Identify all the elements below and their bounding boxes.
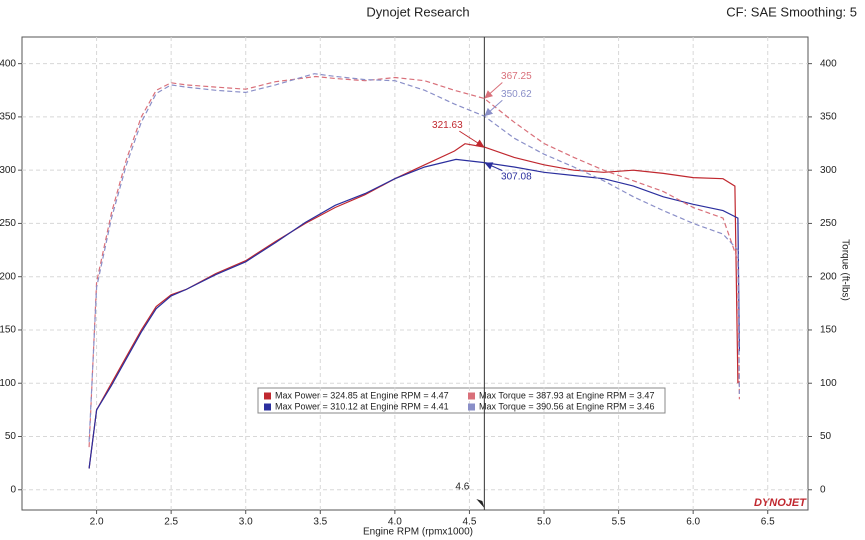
annotation-arrow bbox=[484, 90, 494, 99]
y-tick-label: 250 bbox=[0, 218, 16, 229]
x-tick-label: 5.5 bbox=[612, 517, 626, 528]
x-tick-label: 4.0 bbox=[388, 517, 402, 528]
legend-box bbox=[257, 387, 666, 414]
y-tick-label: 50 bbox=[5, 431, 17, 442]
annotation-arrow bbox=[484, 162, 494, 170]
annotation-arrow bbox=[475, 139, 485, 148]
y-tick-label: 200 bbox=[0, 271, 16, 282]
x-tick-label: 2.0 bbox=[90, 517, 104, 528]
logo: DYNOJET bbox=[754, 497, 807, 509]
y2-tick-label: 0 bbox=[820, 484, 826, 495]
y2-tick-label: 150 bbox=[820, 325, 837, 336]
y-tick-label: 0 bbox=[10, 484, 16, 495]
chart-subtitle: CF: SAE Smoothing: 5 bbox=[726, 4, 857, 19]
annotation-label: 350.62 bbox=[501, 89, 532, 100]
legend-entry: Max Power = 310.12 at Engine RPM = 4.41 bbox=[275, 401, 449, 411]
legend-entry: Max Power = 324.85 at Engine RPM = 4.47 bbox=[275, 390, 449, 400]
legend-swatch bbox=[264, 403, 271, 411]
y2-tick-label: 400 bbox=[820, 58, 837, 69]
x-tick-label: 3.5 bbox=[313, 517, 327, 528]
cursor-label: 4.6 bbox=[455, 482, 469, 493]
y-tick-label: 150 bbox=[0, 325, 16, 336]
legend-swatch bbox=[264, 392, 271, 400]
x-tick-label: 2.5 bbox=[164, 517, 178, 528]
legend-entry: Max Torque = 387.93 at Engine RPM = 3.47 bbox=[479, 390, 654, 400]
x-tick-label: 3.0 bbox=[239, 517, 253, 528]
annotation-arrow bbox=[484, 107, 494, 117]
annotation-label: 367.25 bbox=[501, 71, 532, 82]
legend-entry: Max Torque = 390.56 at Engine RPM = 3.46 bbox=[479, 401, 654, 411]
y2-tick-label: 300 bbox=[820, 165, 837, 176]
y2-tick-label: 350 bbox=[820, 112, 837, 123]
plot-area bbox=[21, 36, 809, 511]
y2-tick-label: 100 bbox=[820, 378, 837, 389]
annotation-label: 307.08 bbox=[501, 171, 532, 182]
x-tick-label: 4.5 bbox=[462, 517, 476, 528]
x-tick-label: 6.5 bbox=[761, 517, 775, 528]
x-axis-label: Engine RPM (rpmx1000) bbox=[363, 527, 473, 538]
legend-swatch bbox=[468, 403, 475, 411]
series-line bbox=[88, 158, 740, 469]
cursor-arrow bbox=[476, 499, 485, 508]
legend-swatch bbox=[468, 392, 475, 400]
y2-tick-label: 250 bbox=[820, 218, 837, 229]
x-tick-label: 6.0 bbox=[686, 517, 700, 528]
y2-axis-label: Torque (ft-lbs) bbox=[839, 239, 850, 301]
y-tick-label: 100 bbox=[0, 378, 16, 389]
series-line bbox=[88, 73, 740, 442]
y-tick-label: 350 bbox=[0, 112, 16, 123]
annotation-label: 321.63 bbox=[432, 120, 463, 131]
chart-title: Dynojet Research bbox=[366, 4, 469, 19]
x-tick-label: 5.0 bbox=[537, 517, 551, 528]
y2-tick-label: 200 bbox=[820, 271, 837, 282]
y2-tick-label: 50 bbox=[820, 431, 832, 442]
y-tick-label: 400 bbox=[0, 58, 16, 69]
y-tick-label: 300 bbox=[0, 165, 16, 176]
series-line bbox=[88, 75, 740, 448]
